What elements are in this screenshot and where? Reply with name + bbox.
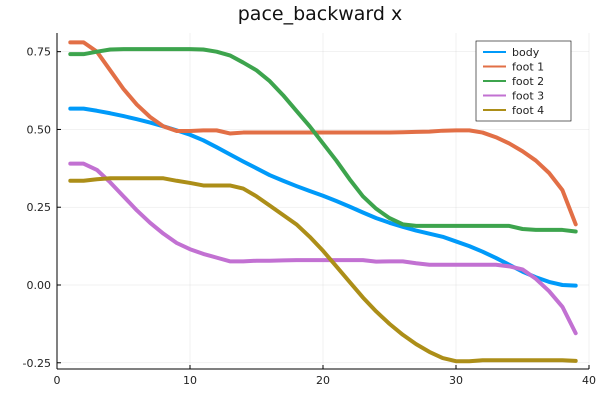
- y-tick-label: 0.75: [27, 46, 52, 59]
- x-tick-label: 10: [183, 374, 197, 387]
- series-line-foot-2: [68, 47, 578, 234]
- x-tick-label: 40: [582, 374, 596, 387]
- series-line-foot-4: [68, 176, 578, 364]
- legend-label-foot-3: foot 3: [512, 90, 544, 103]
- x-tick-label: 0: [54, 374, 61, 387]
- x-tick-label: 20: [316, 374, 330, 387]
- y-tick-label: 0.25: [27, 201, 52, 214]
- legend-label-body: body: [512, 46, 540, 59]
- series-line-body: [68, 106, 578, 288]
- chart-title: pace_backward x: [238, 3, 403, 25]
- x-tick-label: 30: [449, 374, 463, 387]
- tick-labels: 0 10 20 30 40 -0.25 0.00 0.25 0.50 0.75: [23, 46, 596, 387]
- series-lines: [68, 40, 578, 364]
- legend-label-foot-1: foot 1: [512, 61, 544, 74]
- series-line-foot-1: [68, 40, 578, 227]
- y-tick-label: -0.25: [23, 357, 51, 370]
- legend-label-foot-4: foot 4: [512, 104, 544, 117]
- axes: [56, 33, 590, 370]
- y-tick-label: 0.50: [27, 123, 52, 136]
- y-tick-label: 0.00: [27, 279, 52, 292]
- legend-label-foot-2: foot 2: [512, 75, 544, 88]
- series-line-foot-3: [68, 161, 578, 336]
